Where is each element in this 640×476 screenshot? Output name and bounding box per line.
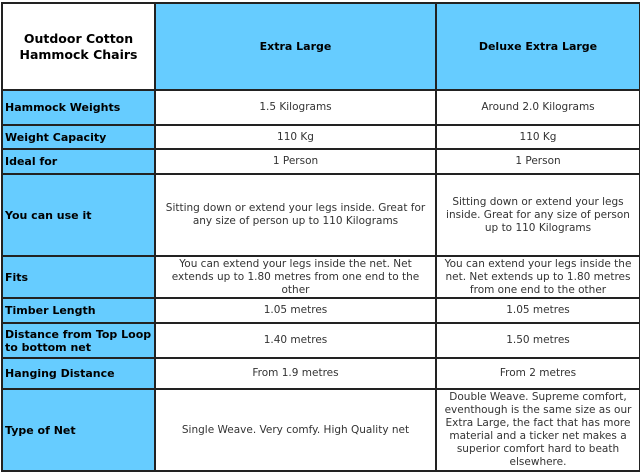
row-label: Hanging Distance (1, 357, 156, 390)
row-label: Hammock Weights (1, 89, 156, 126)
table-row: Weight Capacity 110 Kg 110 Kg (1, 124, 640, 150)
table-title: Outdoor Cotton Hammock Chairs (1, 2, 156, 91)
cell-value: From 2 metres (435, 357, 640, 390)
row-label: Type of Net (1, 388, 156, 472)
table-row: Timber Length 1.05 metres 1.05 metres (1, 297, 640, 324)
cell-value: Single Weave. Very comfy. High Quality n… (154, 388, 437, 472)
cell-value: Double Weave. Supreme comfort, eventhoug… (435, 388, 640, 472)
table-row: You can use it Sitting down or extend you… (1, 173, 640, 257)
row-label: Ideal for (1, 148, 156, 175)
cell-value: Around 2.0 Kilograms (435, 89, 640, 126)
column-header-deluxe-extra-large: Deluxe Extra Large (435, 2, 640, 91)
row-label: Distance from Top Loop to bottom net (1, 322, 156, 359)
row-label: You can use it (1, 173, 156, 257)
cell-value: 110 Kg (154, 124, 437, 150)
cell-value: Sitting down or extend your legs inside.… (154, 173, 437, 257)
table-row: Hanging Distance From 1.9 metres From 2 me… (1, 357, 640, 390)
cell-value: 1.5 Kilograms (154, 89, 437, 126)
table-row: Hammock Weights 1.5 Kilograms Around 2.0 K… (1, 89, 640, 126)
table-row: Fits You can extend your legs inside the … (1, 255, 640, 299)
cell-value: 1.40 metres (154, 322, 437, 359)
cell-value: 1.05 metres (435, 297, 640, 324)
cell-value: You can extend your legs inside the net.… (154, 255, 437, 299)
row-label: Timber Length (1, 297, 156, 324)
table-row: Distance from Top Loop to bottom net 1.40… (1, 322, 640, 359)
cell-value: 1.50 metres (435, 322, 640, 359)
cell-value: 1 Person (435, 148, 640, 175)
cell-value: 1 Person (154, 148, 437, 175)
cell-value: 110 Kg (435, 124, 640, 150)
cell-value: 1.05 metres (154, 297, 437, 324)
column-header-extra-large: Extra Large (154, 2, 437, 91)
row-label: Fits (1, 255, 156, 299)
cell-value: You can extend your legs inside the net.… (435, 255, 640, 299)
table-row: Type of Net Single Weave. Very comfy. Hig… (1, 388, 640, 472)
cell-value: From 1.9 metres (154, 357, 437, 390)
table-row: Ideal for 1 Person 1 Person (1, 148, 640, 175)
cell-value: Sitting down or extend your legs inside.… (435, 173, 640, 257)
row-label: Weight Capacity (1, 124, 156, 150)
header-row: Outdoor Cotton Hammock Chairs Extra Larg… (1, 2, 640, 91)
